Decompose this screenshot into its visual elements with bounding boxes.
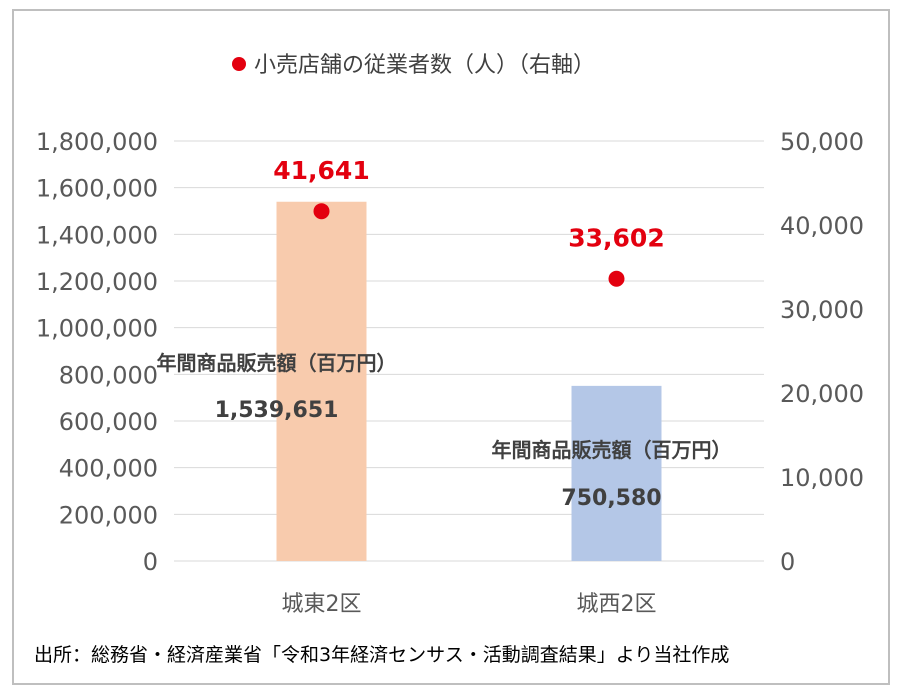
point-value-label: 33,602 xyxy=(568,224,664,253)
point-value-label: 41,641 xyxy=(273,156,369,185)
right-axis-tick-label: 10,000 xyxy=(780,464,864,492)
category-tick-label: 城西2区 xyxy=(577,592,657,617)
left-axis-tick-label: 400,000 xyxy=(59,455,158,483)
bar-value-label: 1,539,651 xyxy=(215,398,339,423)
left-axis-tick-label: 1,000,000 xyxy=(36,315,158,343)
left-axis-tick-label: 1,400,000 xyxy=(36,221,158,249)
legend: 小売店舗の従業者数（人）（右軸） xyxy=(232,53,595,78)
scatter-points xyxy=(313,203,625,287)
right-axis-tick-label: 50,000 xyxy=(780,128,864,156)
gridlines xyxy=(174,140,764,562)
bar-series-label: 年間商品販売額（百万円） xyxy=(492,438,732,462)
right-axis-tick-label: 20,000 xyxy=(780,380,864,408)
source-note: 出所：総務省・経済産業省「令和3年経済センサス・活動調査結果」より当社作成 xyxy=(34,644,729,666)
category-axis: 城東2区 城西2区 xyxy=(282,592,657,617)
left-axis-tick-label: 1,800,000 xyxy=(36,128,158,156)
left-axis-tick-label: 0 xyxy=(143,548,158,576)
category-tick-label: 城東2区 xyxy=(282,592,362,617)
chart-svg: 0 200,000 400,000 600,000 800,000 1,000,000 1,… xyxy=(34,53,864,666)
left-axis-tick-label: 1,600,000 xyxy=(36,175,158,203)
scatter-point xyxy=(608,270,625,287)
left-axis-tick-label: 800,000 xyxy=(59,361,158,389)
bar xyxy=(276,201,367,561)
left-axis-tick-label: 200,000 xyxy=(59,501,158,529)
right-axis-tick-label: 30,000 xyxy=(780,296,864,324)
left-axis: 0 200,000 400,000 600,000 800,000 1,000,000 1,… xyxy=(36,128,158,576)
scatter-point xyxy=(313,203,330,220)
data-labels: 年間商品販売額（百万円） 1,539,651 年間商品販売額（百万円） 750,580… xyxy=(157,156,732,511)
right-axis-tick-label: 40,000 xyxy=(780,212,864,240)
right-axis: 0 10,000 20,000 30,000 40,000 50,000 xyxy=(780,128,864,576)
left-axis-tick-label: 600,000 xyxy=(59,408,158,436)
bars xyxy=(276,201,662,561)
bar xyxy=(571,385,662,561)
left-axis-tick-label: 1,200,000 xyxy=(36,268,158,296)
legend-marker xyxy=(232,57,246,71)
chart-frame: 0 200,000 400,000 600,000 800,000 1,000,000 1,… xyxy=(12,9,890,685)
legend-label: 小売店舗の従業者数（人）（右軸） xyxy=(254,53,595,78)
bar-value-label: 750,580 xyxy=(561,486,661,511)
bar-series-label: 年間商品販売額（百万円） xyxy=(157,351,397,375)
right-axis-tick-label: 0 xyxy=(780,548,795,576)
